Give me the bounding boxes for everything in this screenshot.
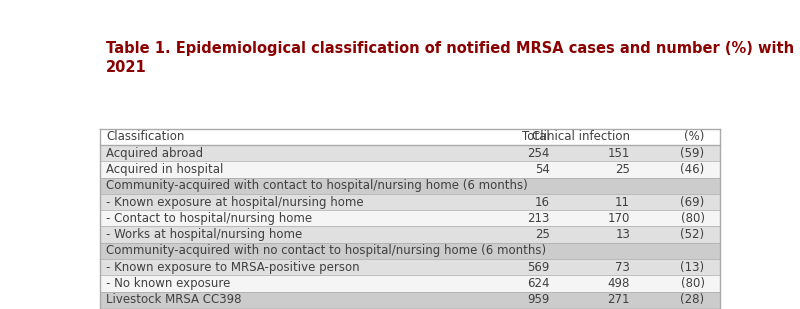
Text: (80): (80): [681, 212, 705, 225]
Bar: [100, 243, 720, 259]
Text: Total: Total: [522, 130, 550, 143]
Bar: [100, 145, 720, 161]
Bar: [100, 210, 720, 226]
Bar: [100, 308, 720, 309]
Text: 16: 16: [534, 196, 550, 209]
Text: (52): (52): [680, 228, 705, 241]
Bar: [100, 161, 720, 178]
Bar: [100, 178, 720, 194]
Text: 25: 25: [615, 163, 630, 176]
Text: - Works at hospital/nursing home: - Works at hospital/nursing home: [106, 228, 302, 241]
Text: 498: 498: [608, 277, 630, 290]
Text: 213: 213: [527, 212, 550, 225]
Bar: [100, 275, 720, 292]
Text: 151: 151: [608, 147, 630, 160]
Text: Livestock MRSA CC398: Livestock MRSA CC398: [106, 293, 242, 306]
Text: (13): (13): [680, 261, 705, 274]
Text: Acquired abroad: Acquired abroad: [106, 147, 203, 160]
Text: - No known exposure: - No known exposure: [106, 277, 230, 290]
Text: 271: 271: [608, 293, 630, 306]
Text: (69): (69): [680, 196, 705, 209]
Bar: [100, 292, 720, 308]
Bar: [100, 129, 720, 145]
Bar: [100, 259, 720, 275]
Text: 569: 569: [527, 261, 550, 274]
Text: Table 1. Epidemiological classification of notified MRSA cases and number (%) wi: Table 1. Epidemiological classification …: [106, 41, 800, 75]
Text: (28): (28): [680, 293, 705, 306]
Bar: [100, 194, 720, 210]
Bar: [100, 226, 720, 243]
Text: Community-acquired with no contact to hospital/nursing home (6 months): Community-acquired with no contact to ho…: [106, 244, 546, 257]
Text: 73: 73: [615, 261, 630, 274]
Text: (59): (59): [680, 147, 705, 160]
Text: (46): (46): [680, 163, 705, 176]
Text: Clinical infection: Clinical infection: [532, 130, 630, 143]
Text: 254: 254: [527, 147, 550, 160]
Text: 11: 11: [615, 196, 630, 209]
Text: - Contact to hospital/nursing home: - Contact to hospital/nursing home: [106, 212, 312, 225]
Text: 25: 25: [534, 228, 550, 241]
Text: 13: 13: [615, 228, 630, 241]
Text: 54: 54: [534, 163, 550, 176]
Text: Classification: Classification: [106, 130, 185, 143]
Text: Community-acquired with contact to hospital/nursing home (6 months): Community-acquired with contact to hospi…: [106, 179, 528, 192]
Text: (%): (%): [684, 130, 705, 143]
Text: (80): (80): [681, 277, 705, 290]
Text: 959: 959: [527, 293, 550, 306]
Text: 170: 170: [608, 212, 630, 225]
Text: - Known exposure to MRSA-positive person: - Known exposure to MRSA-positive person: [106, 261, 360, 274]
Text: - Known exposure at hospital/nursing home: - Known exposure at hospital/nursing hom…: [106, 196, 364, 209]
Text: 624: 624: [527, 277, 550, 290]
Text: Acquired in hospital: Acquired in hospital: [106, 163, 223, 176]
